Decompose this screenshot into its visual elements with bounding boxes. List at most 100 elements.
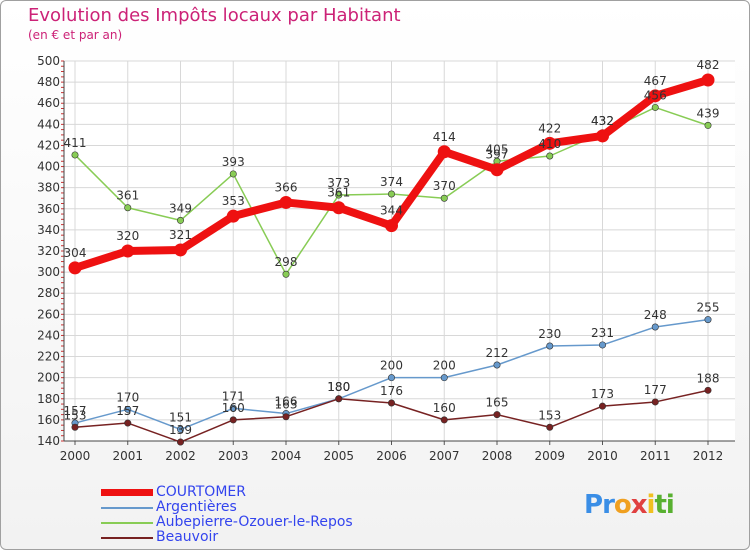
data-point-argenti-res [387,374,395,382]
series-lines [68,73,715,446]
proxiti-logo: Proxiti [584,490,675,520]
data-label-beauvoir: 188 [697,371,720,385]
data-point-aubepierre-ozouer-le-repos [546,152,554,160]
data-point-beauvoir [704,386,712,394]
data-label-courtomer: 482 [697,58,720,72]
y-tick-label: 180 [37,392,60,406]
data-point-beauvoir [229,416,237,424]
data-point-aubepierre-ozouer-le-repos [387,190,395,198]
y-tick-label: 480 [37,75,60,89]
data-point-beauvoir [177,438,185,446]
data-label-beauvoir: 176 [380,384,403,398]
data-point-argenti-res [440,374,448,382]
y-tick-label: 220 [37,350,60,364]
data-label-aubepierre-ozouer-le-repos: 410 [538,137,561,151]
data-label-argenti-res: 166 [275,395,298,409]
data-label-aubepierre-ozouer-le-repos: 298 [275,255,298,269]
data-label-courtomer: 361 [327,186,350,200]
x-tick-label: 2007 [429,449,460,463]
data-point-beauvoir [71,423,79,431]
data-point-aubepierre-ozouer-le-repos [335,191,343,199]
data-label-beauvoir: 139 [169,423,192,437]
logo-letter: o [613,490,632,520]
y-tick-label: 420 [37,138,60,152]
data-label-argenti-res: 200 [380,359,403,373]
y-tick-label: 340 [37,223,60,237]
data-point-argenti-res [229,404,237,412]
data-point-courtomer [174,243,187,257]
data-label-argenti-res: 170 [116,390,139,404]
y-tick-label: 360 [37,202,60,216]
data-label-beauvoir: 160 [222,401,245,415]
data-point-argenti-res [704,316,712,324]
x-tick-label: 2011 [640,449,671,463]
data-label-courtomer: 321 [169,228,192,242]
data-label-beauvoir: 153 [64,408,87,422]
data-point-courtomer [279,195,293,209]
chart-title: Evolution des Impôts locaux par Habitant [28,5,401,26]
data-label-courtomer: 304 [64,246,87,260]
y-tick-label: 240 [37,328,60,342]
data-point-argenti-res [493,361,501,369]
y-tick-label: 500 [37,54,60,68]
data-label-courtomer: 422 [538,121,561,135]
data-point-aubepierre-ozouer-le-repos [704,121,712,129]
y-tick-label: 280 [37,286,60,300]
legend-swatch [101,489,153,496]
y-tick-label: 320 [37,244,60,258]
data-label-beauvoir: 153 [538,408,561,422]
data-label-argenti-res: 230 [538,327,561,341]
legend-label: Beauvoir [156,529,219,545]
data-point-courtomer [543,136,557,150]
data-label-courtomer: 353 [222,194,245,208]
data-label-aubepierre-ozouer-le-repos: 349 [169,201,192,215]
x-tick-label: 2012 [693,449,724,463]
y-tick-label: 400 [37,160,60,174]
data-label-aubepierre-ozouer-le-repos: 370 [433,179,456,193]
data-point-argenti-res [651,323,659,331]
data-label-argenti-res: 171 [222,389,245,403]
data-point-beauvoir [440,416,448,424]
data-label-courtomer: 432 [591,114,614,128]
data-point-courtomer [701,73,715,87]
data-label-argenti-res: 231 [591,326,614,340]
data-point-courtomer [226,209,240,223]
data-label-argenti-res: 151 [169,410,192,424]
x-tick-label: 2006 [376,449,407,463]
legend-label: Argentières [156,499,237,515]
data-label-aubepierre-ozouer-le-repos: 393 [222,155,245,169]
legend-label: Aubepierre-Ozouer-le-Repos [156,514,353,530]
data-label-aubepierre-ozouer-le-repos: 405 [486,142,509,156]
x-tick-label: 2008 [482,449,513,463]
x-tick-label: 2009 [534,449,565,463]
chart-subtitle: (en € et par an) [28,28,123,42]
data-label-beauvoir: 173 [591,387,614,401]
data-point-courtomer [596,129,609,143]
logo-letter: r [602,490,615,520]
data-point-courtomer [332,201,346,215]
legend-swatch [101,537,153,539]
data-point-aubepierre-ozouer-le-repos [177,216,185,224]
data-label-beauvoir: 177 [644,383,667,397]
y-tick-label: 160 [37,413,60,427]
data-point-aubepierre-ozouer-le-repos [124,204,132,212]
x-tick-label: 2002 [165,449,196,463]
logo-letter: x [630,490,648,520]
data-labels: 304 320 321 353 366 361 344 414 397 422 432 467 482 1… [64,58,720,437]
x-tick-label: 2001 [112,449,143,463]
data-label-courtomer: 320 [116,229,139,243]
data-label-beauvoir: 157 [116,404,139,418]
x-tick-label: 2003 [218,449,249,463]
data-point-beauvoir [598,402,606,410]
data-label-aubepierre-ozouer-le-repos: 411 [64,136,87,150]
data-point-beauvoir [493,411,501,419]
data-point-aubepierre-ozouer-le-repos [282,270,290,278]
x-tick-label: 2000 [60,449,91,463]
data-label-argenti-res: 248 [644,308,667,322]
data-label-courtomer: 467 [644,74,667,88]
data-point-argenti-res [124,405,132,413]
data-point-argenti-res [177,425,185,433]
logo-letter: i [646,490,656,520]
data-point-courtomer [385,219,398,233]
